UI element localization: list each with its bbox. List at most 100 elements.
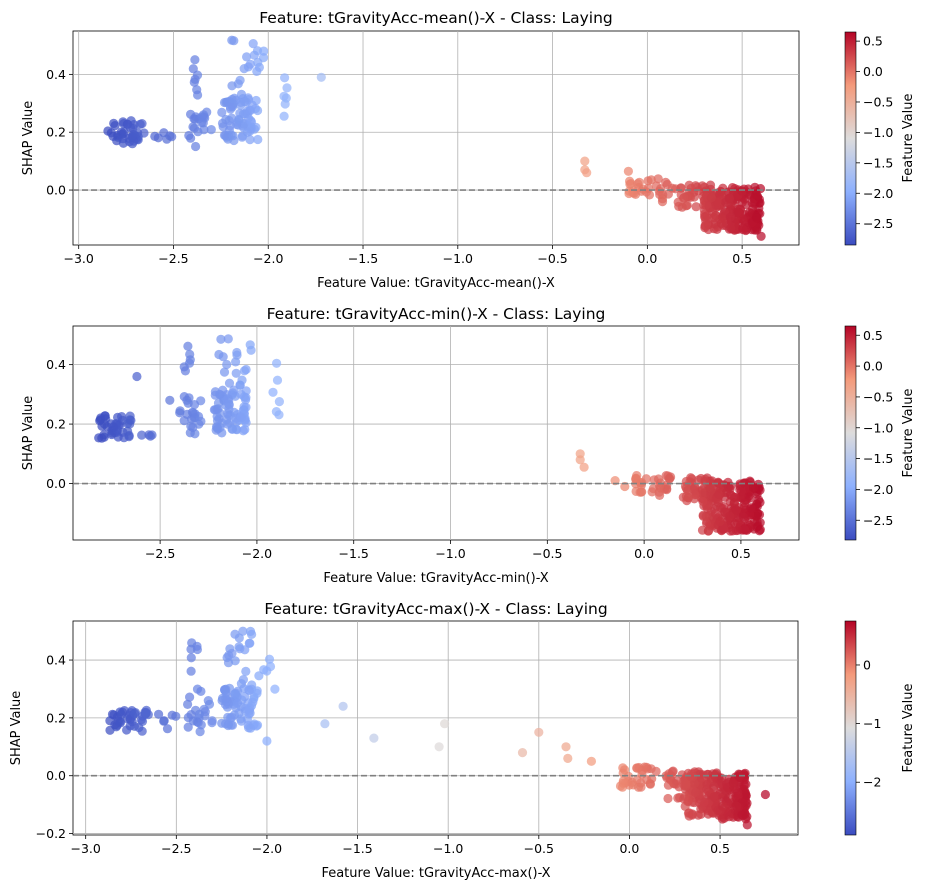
y-tick-label: 0.2 <box>46 125 66 140</box>
colorbar-tick-label: 0.5 <box>863 34 883 49</box>
scatter-point <box>752 191 763 201</box>
scatter-point <box>187 638 197 648</box>
scatter-point <box>240 645 250 655</box>
scatter-point <box>662 179 672 190</box>
plot-frame <box>72 620 799 836</box>
scatter-point <box>117 412 127 422</box>
scatter-point <box>756 231 766 241</box>
scatter-point <box>274 397 284 407</box>
scatter-point <box>137 119 147 129</box>
scatter-point <box>752 213 762 223</box>
x-tick-label: −2.5 <box>161 841 191 856</box>
scatter-point <box>196 686 206 697</box>
scatter-point <box>712 501 722 511</box>
scatter-point <box>137 430 147 440</box>
colorbar-gradient <box>844 325 857 541</box>
x-tick-label: −0.5 <box>537 251 567 266</box>
scatter-point <box>227 424 237 434</box>
scatter-point <box>700 476 710 486</box>
plot-area <box>72 620 799 836</box>
scatter-point <box>198 118 208 128</box>
scatter-point <box>179 392 189 402</box>
scatter-point <box>246 117 257 127</box>
scatter-point <box>618 778 628 788</box>
chart-title: Feature: tGravityAcc-max()-X - Class: La… <box>264 600 607 618</box>
scatter-point <box>647 487 657 497</box>
scatter-point <box>575 455 585 465</box>
scatter-point <box>238 626 248 636</box>
scatter-point <box>183 722 193 732</box>
x-tick-label: −0.5 <box>524 841 554 856</box>
scatter-point <box>207 718 217 728</box>
scatter-point <box>216 334 226 344</box>
scatter-point <box>262 736 272 746</box>
scatter-point <box>697 773 707 783</box>
scatter-point <box>737 197 748 207</box>
scatter-point <box>320 719 330 729</box>
scatter-point <box>705 483 715 493</box>
scatter-point <box>189 123 199 133</box>
scatter-point <box>159 716 169 726</box>
scatter-point <box>221 694 231 704</box>
scatter-point <box>130 709 140 719</box>
scatter-point <box>245 135 255 145</box>
y-tick-label: 0.0 <box>46 183 66 198</box>
scatter-point <box>179 362 189 372</box>
scatter-point <box>248 39 258 49</box>
scatter-point <box>213 398 224 408</box>
scatter-point <box>147 430 157 440</box>
x-tick-label: −0.5 <box>532 546 562 561</box>
colorbar-tick-label: −0.5 <box>863 389 893 404</box>
scatter-point <box>241 395 251 405</box>
scatter-point <box>561 742 571 752</box>
scatter-point <box>679 794 689 804</box>
colorbar-tick-label: 0.0 <box>863 64 883 79</box>
scatter-point <box>369 733 379 743</box>
scatter-point <box>240 692 250 702</box>
scatter-point <box>725 511 735 521</box>
scatter-point <box>620 765 630 775</box>
scatter-point <box>655 490 665 500</box>
scatter-point <box>710 508 720 519</box>
colorbar-tick-label: −0.5 <box>863 94 893 109</box>
scatter-point <box>243 62 253 72</box>
scatter-point <box>236 412 246 422</box>
scatter-point <box>186 666 196 676</box>
scatter-point <box>245 626 256 637</box>
colorbar-tick-label: −1.0 <box>863 125 893 140</box>
scatter-point <box>632 471 642 481</box>
scatter-point <box>760 789 771 800</box>
x-tick-label: −1.5 <box>339 546 369 561</box>
scatter-point <box>683 493 693 503</box>
x-tick-label: 0.5 <box>732 251 752 266</box>
scatter-point <box>702 779 712 790</box>
scatter-point <box>212 423 222 433</box>
scatter-point <box>706 193 716 203</box>
scatter-point <box>740 525 750 535</box>
y-axis-label: SHAP Value <box>21 396 36 471</box>
scatter-point <box>231 357 241 367</box>
scatter-point <box>680 801 690 812</box>
colorbar-tick-label: 0.0 <box>863 359 883 374</box>
scatter-point <box>252 688 262 699</box>
scatter-point <box>241 666 251 677</box>
scatter-point <box>517 748 528 758</box>
y-tick-label: 0.4 <box>46 357 66 372</box>
scatter-point <box>223 408 233 419</box>
scatter-point <box>217 107 227 117</box>
scatter-point <box>248 697 258 707</box>
scatter-point <box>223 394 233 404</box>
colorbar: 0.5 0.0 −0.5 −1.0 −1.5 −2.0 −2.5 Feature Value <box>844 31 916 246</box>
scatter-point <box>124 432 134 442</box>
scatter-point <box>254 671 264 681</box>
y-axis: 0.0 0.2 0.4 <box>46 67 73 198</box>
scatter-point <box>137 716 148 727</box>
colorbar: 0.5 0.0 −0.5 −1.0 −1.5 −2.0 −2.5 Feature Value <box>844 325 916 541</box>
scatter-point <box>224 378 235 388</box>
scatter-point <box>736 486 747 496</box>
scatter-point <box>634 177 644 187</box>
y-tick-label: 0.4 <box>46 67 66 82</box>
scatter-point <box>653 174 663 184</box>
scatter-point <box>246 345 256 355</box>
